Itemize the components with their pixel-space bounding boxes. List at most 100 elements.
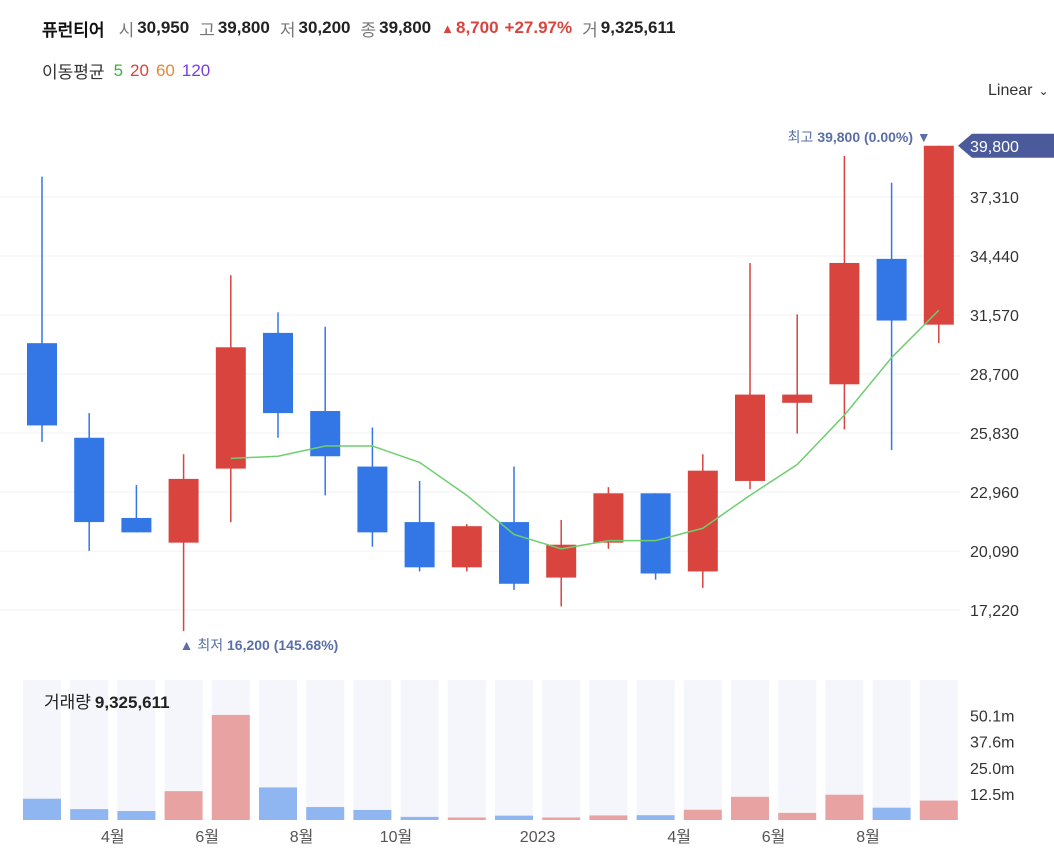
volume-bar <box>164 791 203 820</box>
open-label: 시 <box>118 20 135 40</box>
volume-slot-bg <box>447 680 486 820</box>
volume-slot-bg <box>872 680 911 820</box>
volume-bar <box>259 787 297 820</box>
chevron-down-icon: ⌄ <box>1038 84 1049 98</box>
volume-slot-bg <box>23 680 61 820</box>
close-value: 39,800 <box>379 18 432 37</box>
high-value: 39,800 <box>217 18 270 37</box>
candle-body <box>640 493 671 574</box>
last-price-badge: 39,800 <box>958 133 1054 158</box>
x-tick-label: 6월 <box>195 828 219 846</box>
moving-average-label: 이동평균 <box>42 63 105 82</box>
candle <box>168 454 199 632</box>
candle <box>782 314 813 434</box>
low-value: 30,200 <box>298 18 351 37</box>
candle <box>263 312 293 438</box>
change-value: 8,700 <box>456 18 499 37</box>
candle-body <box>263 332 293 414</box>
candle <box>310 326 341 496</box>
volume-bar <box>919 800 958 820</box>
x-tick-label: 8월 <box>290 828 314 846</box>
x-tick-label: 4월 <box>667 828 691 846</box>
volume-bar <box>636 815 675 820</box>
ma-5-label[interactable]: 5 <box>113 60 124 80</box>
volume-panel-title: 거래량 9,325,611 <box>44 688 170 713</box>
y-tick-label: 17,220 <box>970 603 1019 620</box>
candle-body <box>829 262 860 385</box>
candle <box>829 156 860 430</box>
candle-body <box>121 517 152 533</box>
volume-bar <box>731 796 769 820</box>
x-tick-label: 6월 <box>762 828 786 846</box>
y-tick-label: 37,310 <box>970 190 1019 207</box>
ma-120-label[interactable]: 120 <box>181 60 211 80</box>
candle-body <box>404 522 435 568</box>
y-tick-label: 25,830 <box>970 426 1019 443</box>
candle-body <box>923 145 954 325</box>
scale-select[interactable]: Linear ⌄ <box>988 82 1049 100</box>
volume-slot-bg <box>306 680 345 820</box>
volume-slot-bg <box>353 680 392 820</box>
volume-y-tick-label: 25.0m <box>970 761 1014 778</box>
volume-y-tick-label: 12.5m <box>970 787 1014 804</box>
ma-20-label[interactable]: 20 <box>130 60 149 80</box>
stock-header: 퓨런티어 시 30,950 고 39,800 저 30,200 종 39,800… <box>42 14 685 42</box>
volume-slot-bg <box>495 680 533 820</box>
volume-slot-bg <box>683 680 722 820</box>
candle <box>876 182 907 451</box>
volume-bar <box>778 812 817 820</box>
candle <box>74 413 105 551</box>
candle <box>404 480 435 572</box>
volume-bar <box>70 809 109 820</box>
low-label: 저 <box>279 20 296 40</box>
candle-body <box>168 478 199 543</box>
candle <box>215 275 246 523</box>
volume-bar <box>872 807 911 820</box>
y-tick-label: 34,440 <box>970 249 1019 266</box>
last-price-label: 39,800 <box>970 139 1019 156</box>
volume-slot-bg <box>542 680 581 820</box>
volume-bar <box>306 807 345 820</box>
candle-body <box>499 522 529 584</box>
candle-body <box>735 394 765 481</box>
candle <box>121 485 152 533</box>
y-tick-label: 20,090 <box>970 544 1019 561</box>
candle <box>499 466 529 590</box>
volume-title-value: 9,325,611 <box>94 693 170 712</box>
x-tick-label: 8월 <box>856 828 880 846</box>
volume-bar <box>23 798 61 820</box>
volume-bar <box>683 809 722 820</box>
volume-slot-bg <box>589 680 628 820</box>
candle-body <box>782 394 813 403</box>
x-tick-label: 4월 <box>101 828 125 846</box>
volume-label: 거 <box>582 20 598 40</box>
ma-60-label[interactable]: 60 <box>155 60 175 80</box>
volume-bar <box>495 815 533 820</box>
y-tick-label: 28,700 <box>970 367 1019 384</box>
candle-body <box>74 437 105 523</box>
stock-name: 퓨런티어 <box>42 20 105 40</box>
candle <box>546 520 577 607</box>
up-triangle-icon: ▲ <box>441 20 454 36</box>
high-annotation: 최고 39,800 (0.00%) ▼ <box>788 129 931 145</box>
volume-slot-bg <box>70 680 109 820</box>
moving-average-legend: 이동평균 5 20 60 120 <box>42 58 210 83</box>
candle-body <box>876 258 907 321</box>
candle <box>451 524 482 572</box>
volume-bar <box>400 816 439 820</box>
volume-title-label: 거래량 <box>44 693 91 712</box>
x-tick-label: 2023 <box>520 829 556 846</box>
candle <box>923 145 954 344</box>
candle-body <box>546 544 577 578</box>
volume-slot-bg <box>117 680 156 820</box>
x-tick-label: 10월 <box>380 828 413 846</box>
y-tick-label: 22,960 <box>970 485 1019 502</box>
volume-value: 9,325,611 <box>600 18 676 37</box>
close-label: 종 <box>360 20 377 40</box>
y-tick-label: 31,570 <box>970 308 1019 325</box>
volume-y-tick-label: 50.1m <box>970 708 1014 725</box>
candle-body <box>215 347 246 469</box>
volume-bar <box>825 794 864 820</box>
high-label: 고 <box>199 20 215 40</box>
